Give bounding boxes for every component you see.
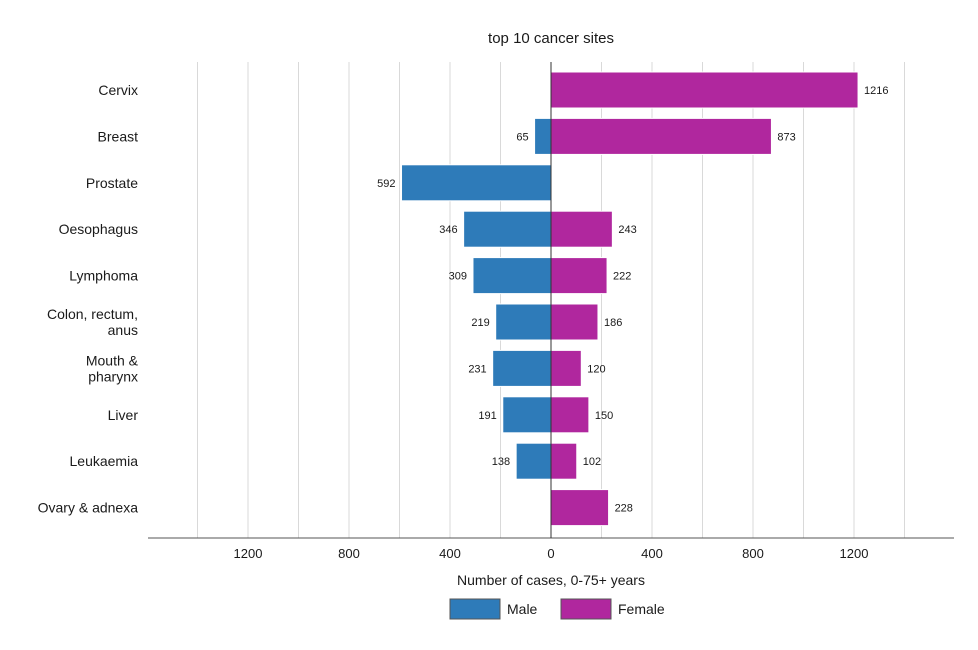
legend-label-female: Female [618, 601, 665, 617]
bar-male-leukaemia [515, 442, 552, 480]
value-label-male-mouth-pharynx: 231 [468, 363, 486, 375]
category-label: Leukaemia [70, 453, 139, 469]
bar-female-breast [550, 117, 772, 155]
value-label-male-leukaemia: 138 [492, 456, 510, 468]
legend-label-male: Male [507, 601, 538, 617]
value-label-female-mouth-pharynx: 120 [587, 363, 605, 375]
bar-female-oesophagus [550, 210, 613, 248]
bar-male-lymphoma [472, 257, 552, 295]
value-label-male-colon-rectum-anus: 219 [471, 317, 489, 329]
bars [401, 71, 859, 527]
x-tick-label: 0 [547, 546, 554, 561]
x-tick-label: 1200 [234, 546, 263, 561]
value-label-male-oesophagus: 346 [439, 224, 457, 236]
category-labels: Cervix Breast Prostate Oesophagus Lymphoma Co… [38, 82, 139, 516]
bar-male-liver [502, 396, 552, 434]
category-label: Breast [98, 128, 139, 144]
bar-female-leukaemia [550, 442, 578, 480]
x-tick-labels: 1200 800 400 0 400 800 1200 [234, 546, 869, 561]
value-label-male-prostate: 592 [377, 178, 395, 190]
bar-female-colon-rectum-anus [550, 303, 599, 341]
bar-female-mouth-pharynx [550, 349, 582, 387]
category-label: Prostate [86, 175, 138, 191]
bar-male-mouth-pharynx [492, 349, 552, 387]
x-tick-label: 800 [742, 546, 764, 561]
legend: Male Female [449, 598, 665, 620]
legend-swatch-female [560, 598, 612, 620]
chart-title: top 10 cancer sites [488, 30, 614, 47]
category-label: Liver [108, 407, 139, 423]
value-label-female-leukaemia: 102 [583, 456, 601, 468]
legend-swatch-male [449, 598, 501, 620]
x-tick-label: 800 [338, 546, 360, 561]
value-label-female-colon-rectum-anus: 186 [604, 317, 622, 329]
value-label-female-ovary-adnexa: 228 [615, 503, 633, 515]
category-label: Colon, rectum, [47, 306, 138, 322]
category-label: Cervix [98, 82, 138, 98]
bar-female-lymphoma [550, 257, 608, 295]
bar-male-oesophagus [463, 210, 552, 248]
x-tick-label: 400 [439, 546, 461, 561]
value-label-male-liver: 191 [478, 410, 496, 422]
x-axis-label: Number of cases, 0-75+ years [457, 572, 645, 588]
x-tick-label: 400 [641, 546, 663, 561]
value-label-male-lymphoma: 309 [449, 271, 467, 283]
value-label-male-breast: 65 [516, 131, 528, 143]
value-label-female-breast: 873 [777, 131, 795, 143]
value-label-female-cervix: 1216 [864, 85, 888, 97]
category-label: anus [108, 322, 138, 338]
value-labels: 1216 65 873 592 346 243 309 222 219 186 231 120 191 1… [377, 85, 888, 515]
bar-male-colon-rectum-anus [495, 303, 552, 341]
value-label-female-lymphoma: 222 [613, 271, 631, 283]
value-label-female-oesophagus: 243 [618, 224, 636, 236]
bar-female-liver [550, 396, 590, 434]
value-label-female-liver: 150 [595, 410, 613, 422]
category-label: pharynx [88, 368, 138, 384]
bar-male-breast [534, 117, 552, 155]
x-tick-label: 1200 [840, 546, 869, 561]
category-label: Lymphoma [69, 268, 138, 284]
category-label: Oesophagus [59, 221, 138, 237]
category-label: Mouth & [86, 352, 139, 368]
category-label: Ovary & adnexa [38, 500, 139, 516]
bar-male-prostate [401, 164, 552, 202]
bar-female-cervix [550, 71, 859, 109]
bar-female-ovary-adnexa [550, 489, 610, 527]
